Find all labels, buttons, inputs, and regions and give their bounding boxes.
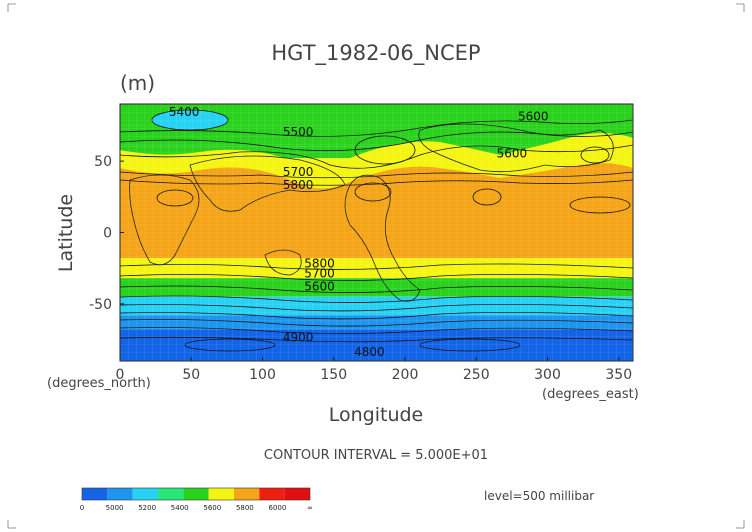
y-tick-label: 50 [94, 154, 112, 170]
level-text: level=500 millibar [484, 489, 594, 503]
contour-label: 5700 [283, 165, 314, 179]
colorbar-label: 5400 [171, 504, 189, 512]
colorbar-swatch [234, 488, 260, 500]
contour-interval-text: CONTOUR INTERVAL = 5.000E+01 [264, 448, 488, 463]
contour-label: 5600 [518, 109, 549, 123]
y-axis-ticks: 50 0 -50 [89, 154, 124, 313]
x-tick-label: 250 [463, 367, 490, 383]
x-tick-label: 100 [249, 367, 276, 383]
colorbar-label: 5600 [203, 504, 221, 512]
colorbar-label: 0 [80, 504, 84, 512]
colorbar-swatch [158, 488, 184, 500]
chart-title: HGT_1982-06_NCEP [271, 41, 480, 66]
y-tick-label: -50 [89, 297, 112, 313]
contour-label: 5700 [304, 266, 335, 280]
colorbar-swatch [107, 488, 133, 500]
units-label: (m) [120, 71, 155, 95]
y-tick-label: 0 [103, 226, 112, 242]
plot-area: 5400550056005600570058005800570056004900… [120, 104, 633, 361]
contour-label: 5600 [304, 279, 335, 293]
contour-label: 4900 [283, 331, 314, 345]
colorbar-swatch [208, 488, 234, 500]
contour-labels: 5400550056005600570058005800570056004900… [169, 105, 549, 359]
corner-mark-bottom-right [736, 520, 745, 529]
colorbar-swatch [132, 488, 158, 500]
corner-mark-top-right [736, 3, 745, 12]
colorbar-swatch [259, 488, 285, 500]
contour-label: 4800 [354, 345, 385, 359]
x-tick-label: 50 [182, 367, 200, 383]
colorbar-label: 5200 [138, 504, 156, 512]
x-tick-label: 200 [392, 367, 419, 383]
colorbar-label: 5000 [106, 504, 124, 512]
contour-label: 5500 [283, 125, 314, 139]
colorbar-label: 6000 [269, 504, 287, 512]
x-tick-label: 300 [534, 367, 561, 383]
grid-overlay [120, 104, 633, 361]
y-axis-label: Latitude [55, 194, 77, 272]
x-tick-label: 0 [116, 367, 125, 383]
x-axis-label: Longitude [329, 404, 424, 426]
colorbar-label: 5800 [236, 504, 254, 512]
colorbar-swatch [284, 488, 310, 500]
contour-label: 5400 [169, 105, 200, 119]
y-axis-units-note: (degrees_north) [47, 376, 151, 391]
contour-label: 5600 [497, 146, 528, 160]
colorbar-swatch [82, 488, 108, 500]
x-axis-units-note: (degrees_east) [542, 387, 639, 402]
contour-label: 5800 [304, 256, 335, 270]
x-axis-ticks: 0 50 100 150 200 250 300 350 [116, 357, 632, 383]
corner-mark-bottom-left [7, 520, 16, 529]
colorbar-label: ∞ [307, 504, 313, 512]
colorbar: 0 5000 5200 5400 5600 5800 6000 ∞ [80, 487, 313, 512]
colorbar-swatch [183, 488, 209, 500]
x-tick-label: 350 [605, 367, 632, 383]
contour-label: 5800 [283, 178, 314, 192]
corner-mark-top-left [7, 3, 16, 12]
x-tick-label: 150 [320, 367, 347, 383]
colorbar-frame [81, 487, 311, 501]
